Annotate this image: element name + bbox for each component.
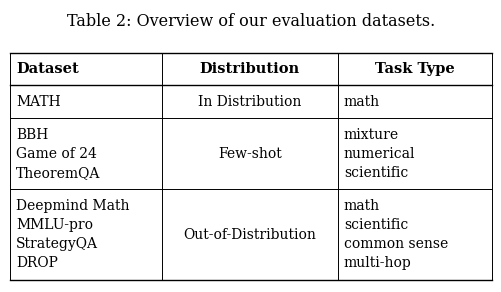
Text: MATH: MATH bbox=[16, 95, 61, 109]
Text: Few-shot: Few-shot bbox=[217, 147, 281, 161]
Text: math: math bbox=[343, 95, 379, 109]
Text: Dataset: Dataset bbox=[16, 62, 79, 76]
Text: In Distribution: In Distribution bbox=[198, 95, 301, 109]
Text: mixture
numerical
scientific: mixture numerical scientific bbox=[343, 128, 414, 180]
Text: Distribution: Distribution bbox=[199, 62, 299, 76]
Text: math
scientific
common sense
multi-hop: math scientific common sense multi-hop bbox=[343, 199, 447, 270]
Text: Table 2: Overview of our evaluation datasets.: Table 2: Overview of our evaluation data… bbox=[67, 13, 434, 30]
Text: BBH
Game of 24
TheoremQA: BBH Game of 24 TheoremQA bbox=[16, 128, 100, 180]
Text: Task Type: Task Type bbox=[374, 62, 454, 76]
Text: Deepmind Math
MMLU-pro
StrategyQA
DROP: Deepmind Math MMLU-pro StrategyQA DROP bbox=[16, 199, 129, 270]
Text: Out-of-Distribution: Out-of-Distribution bbox=[183, 228, 316, 242]
